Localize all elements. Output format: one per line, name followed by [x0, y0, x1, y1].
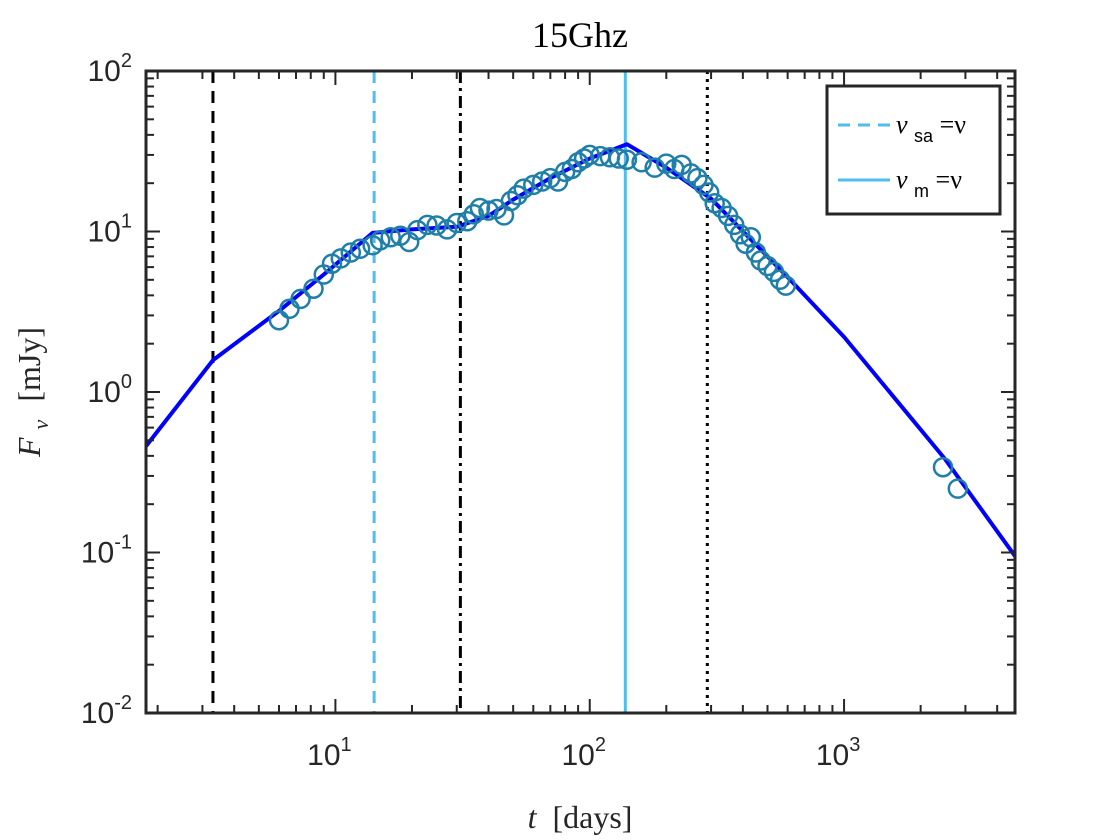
chart-title: 15Ghz [532, 15, 628, 55]
legend: ν sa =ν ν m =ν [825, 84, 1002, 216]
x-tick-label: 101 [307, 734, 352, 772]
data-point [290, 288, 311, 310]
data-point [579, 144, 600, 166]
y-axis-label: F ν [mJy] [11, 327, 55, 458]
y-tick-label: 101 [88, 211, 133, 249]
legend-box [825, 84, 1002, 216]
data-point [775, 275, 797, 296]
legend-rhs-nu-sa: =ν [940, 110, 967, 139]
data-point [417, 214, 438, 236]
data-point [457, 210, 478, 232]
data-point [340, 242, 362, 263]
x-axis-var: t [528, 799, 538, 835]
data-point [330, 248, 352, 269]
data-point [507, 185, 528, 206]
y-tick-label: 100 [88, 371, 133, 409]
y-axis-sub: ν [28, 419, 53, 429]
y-axis-unit: [mJy] [11, 327, 47, 402]
data-point [369, 230, 391, 251]
data-point [757, 255, 778, 277]
data-point [380, 227, 401, 248]
data-point [523, 174, 544, 196]
data-point [426, 215, 447, 236]
data-point [463, 204, 485, 225]
y-tick-labels: 10-2 10-1 100 101 102 [81, 50, 132, 730]
data-point [644, 157, 665, 178]
axis-ticks [146, 70, 1015, 714]
data-point [500, 190, 522, 212]
data-point [769, 269, 791, 291]
legend-rhs-nu-m: =ν [936, 165, 963, 194]
data-point [608, 148, 629, 169]
observation-points [268, 144, 969, 499]
data-point [349, 238, 371, 260]
x-tick-labels: 101 102 103 [307, 734, 860, 772]
legend-sub-nu-m: m [914, 181, 929, 201]
data-point [932, 456, 954, 478]
data-point [631, 152, 652, 173]
data-point [446, 212, 468, 234]
data-point [750, 250, 771, 271]
data-point [268, 309, 290, 331]
data-point [469, 197, 491, 219]
legend-label-nu-sa: ν sa =ν [896, 110, 966, 148]
x-tick-label: 103 [816, 734, 861, 772]
data-point [687, 167, 708, 189]
data-point [616, 149, 638, 170]
y-axis-var: F [11, 437, 47, 458]
data-point [698, 182, 720, 203]
legend-sub-nu-sa: sa [914, 126, 934, 146]
data-point [303, 278, 324, 299]
x-tick-label: 102 [561, 734, 606, 772]
y-tick-label: 10-2 [81, 692, 132, 730]
y-tick-label: 102 [88, 50, 133, 88]
y-tick-label: 10-1 [81, 532, 132, 570]
legend-sym-nu-sa: ν [896, 110, 908, 139]
data-point [947, 478, 969, 499]
data-point [513, 178, 534, 199]
legend-label-nu-m: ν m =ν [896, 165, 962, 203]
x-axis-unit: [days] [552, 799, 632, 835]
data-point [407, 219, 428, 241]
x-axis-label: t [days] [528, 799, 633, 835]
data-point [561, 158, 583, 180]
legend-sym-nu-m: ν [896, 165, 908, 194]
